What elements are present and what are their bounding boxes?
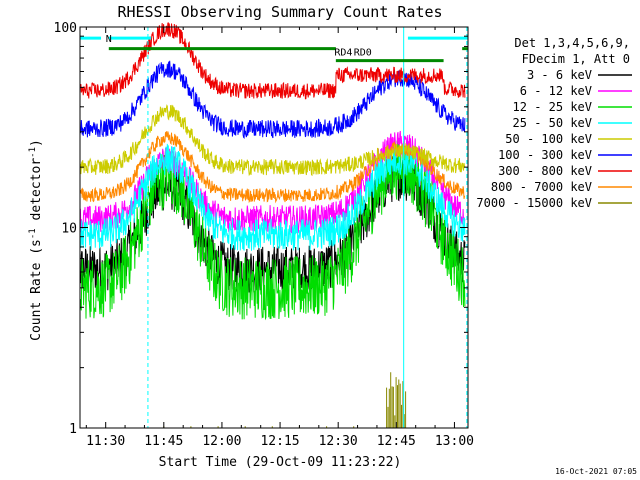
y-axis-label-end: ) [29,139,44,147]
annotation-n: N [106,34,112,45]
annotation-rd4: RD4 [334,48,352,59]
legend-entry-label: 50 - 100 keV [505,132,592,146]
legend-entry-label: 3 - 6 keV [527,68,592,82]
y-tick-label: 1 [69,422,77,437]
timestamp: 16-Oct-2021 07:05 [555,467,637,476]
legend: Det 1,3,4,5,6,9, FDecim 1, Att 0 3 - 6 keV… [476,36,632,210]
x-tick-label: 12:15 [260,434,299,449]
x-tick-label: 13:00 [435,434,474,449]
x-axis-label: Start Time (29-Oct-09 11:23:22) [159,455,402,470]
series-7-line [79,22,466,100]
x-tick-label: 12:45 [377,434,416,449]
y-axis-label-main: Count Rate (s [29,239,44,341]
y-tick-layer: 1 10 100 [54,21,468,437]
legend-entry-label: 7000 - 15000 keV [476,196,592,210]
y-axis-label: Count Rate (s-1 detector-1) [28,139,44,341]
x-tick-label: 12:30 [319,434,358,449]
legend-header-line: Det 1,3,4,5,6,9, [514,36,630,50]
legend-header-line: FDecim 1, Att 0 [522,52,630,66]
legend-entry-label: 300 - 800 keV [498,164,592,178]
legend-entry-label: 800 - 7000 keV [491,180,592,194]
legend-entry-label: 100 - 300 keV [498,148,592,162]
series-4-line [79,143,466,251]
legend-entry-label: 12 - 25 keV [513,100,592,114]
y-axis-label-sup1: -1 [28,228,38,239]
x-tick-label: 11:45 [144,434,183,449]
x-tick-label: 11:30 [86,434,125,449]
series-5-line [79,104,466,177]
legend-entry-label: 25 - 50 keV [513,116,592,130]
series-6-line [79,60,466,139]
y-tick-label: 100 [54,21,77,36]
chart-title: RHESSI Observing Summary Count Rates [117,3,442,21]
x-tick-layer: 11:30 11:45 12:00 12:15 12:30 12:45 13:00 [85,27,474,449]
y-axis-label-sup2: -1 [28,147,38,158]
y-tick-label: 10 [61,222,77,237]
legend-entry-label: 6 - 12 keV [520,84,592,98]
x-tick-label: 12:00 [202,434,241,449]
y-axis-label-mid: detector [29,158,44,229]
annotation-rd0: RD0 [354,48,372,59]
